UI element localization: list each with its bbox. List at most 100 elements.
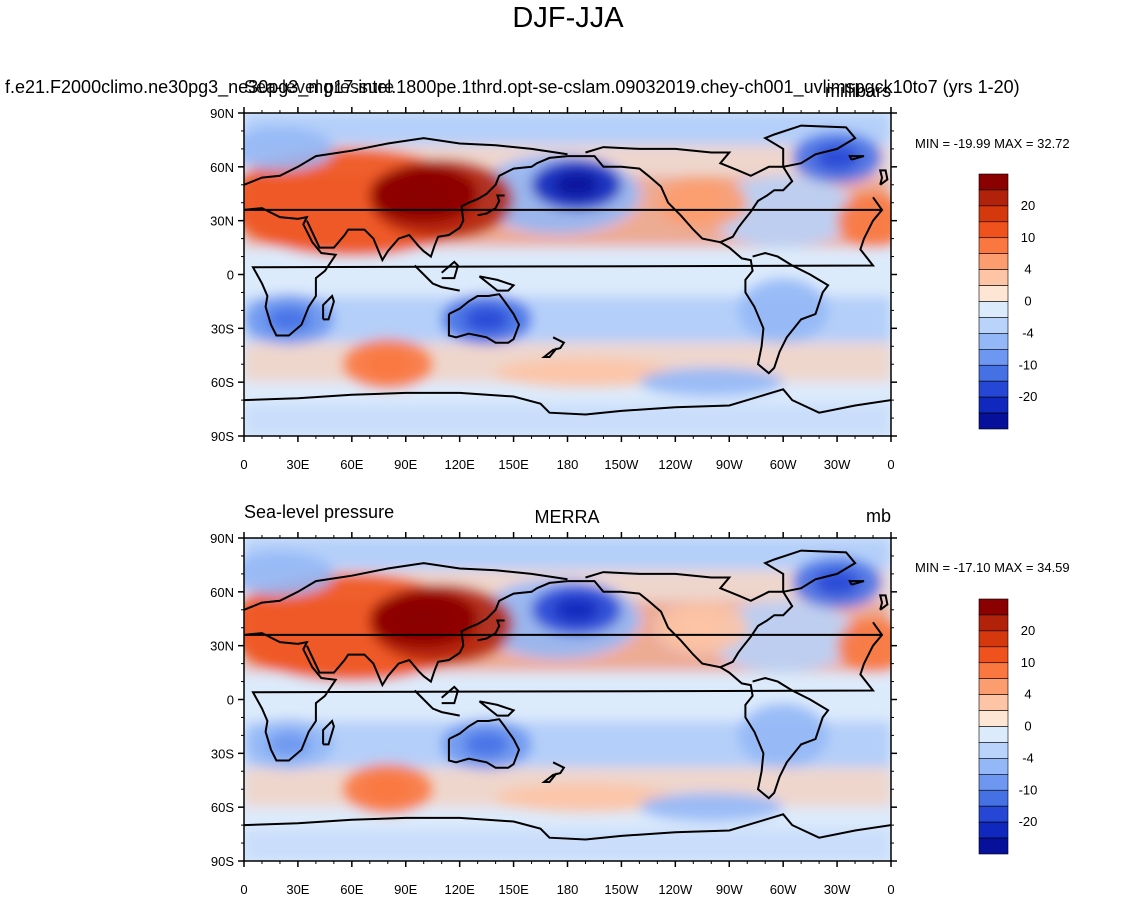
field-feature-core <box>464 306 510 332</box>
lat-tick-label: 60S <box>211 375 234 390</box>
colorbar-swatch <box>978 789 1009 807</box>
colorbar-label: -20 <box>1019 814 1038 829</box>
colorbar-swatch <box>978 614 1009 632</box>
coastline <box>478 275 516 292</box>
colorbar-label: -4 <box>1022 750 1034 765</box>
lon-tick-label: 60W <box>770 457 797 472</box>
colorbar-label: 4 <box>1024 687 1031 702</box>
coastline <box>413 264 460 292</box>
lon-tick-label: 150W <box>604 457 639 472</box>
field-blob <box>711 175 856 248</box>
colorbar-swatch <box>978 630 1009 648</box>
field-feature-core <box>365 776 411 802</box>
coastline <box>244 621 884 762</box>
panel2-minmax: MIN = -17.10 MAX = 34.59 <box>915 560 1070 575</box>
colorbar-label: 4 <box>1024 262 1031 277</box>
lon-tick-label: 0 <box>240 882 247 897</box>
colorbar-swatch <box>978 598 1009 616</box>
figure-title: DJF-JJA <box>512 2 624 34</box>
coastline <box>305 580 568 688</box>
colorbar-swatch <box>978 205 1009 223</box>
lon-tick-label: 150W <box>604 882 639 897</box>
colorbar-swatch <box>978 758 1009 775</box>
coastline <box>878 594 889 611</box>
colorbar-swatch <box>978 221 1009 239</box>
field-feature-core <box>464 731 510 757</box>
field-band <box>244 113 891 146</box>
coastline <box>244 388 891 416</box>
colorbar-label: -10 <box>1019 782 1038 797</box>
lat-tick-label: 90N <box>210 531 234 546</box>
lon-tick-label: 60E <box>340 882 363 897</box>
lon-tick-label: 150E <box>498 457 529 472</box>
coastline <box>848 580 865 586</box>
lat-tick-label: 30S <box>211 321 234 336</box>
field-blob <box>738 278 829 343</box>
field-band <box>244 538 891 571</box>
lat-tick-label: 60S <box>211 800 234 815</box>
colorbar-swatch <box>978 710 1009 727</box>
field-feature-core <box>396 179 451 209</box>
colorbar-swatch <box>978 189 1009 207</box>
panel2-colorbar: 20 10 4 0 -4 -10 -20 <box>978 598 1038 855</box>
lon-tick-label: 30E <box>286 457 309 472</box>
panel2-map <box>244 538 891 861</box>
field-feature-core <box>679 615 725 641</box>
coastline <box>447 293 521 344</box>
lon-tick-label: 120E <box>444 882 475 897</box>
field-feature-core <box>365 351 411 377</box>
lon-tick-label: 120E <box>444 457 475 472</box>
colorbar-swatch <box>978 364 1009 382</box>
lon-tick-label: 60W <box>770 882 797 897</box>
coastline <box>305 155 568 263</box>
coastline <box>719 666 830 800</box>
coastline <box>441 685 460 705</box>
colorbar-swatch <box>978 694 1009 711</box>
lat-tick-label: 90N <box>210 106 234 121</box>
lat-tick-label: 30N <box>210 639 234 654</box>
coastline <box>878 169 889 186</box>
coastline <box>244 813 891 841</box>
colorbar-swatch <box>978 253 1009 270</box>
colorbar-swatch <box>978 285 1009 302</box>
colorbar-label: -20 <box>1019 389 1038 404</box>
colorbar-label: 10 <box>1021 655 1035 670</box>
colorbar-swatch <box>978 742 1009 759</box>
colorbar-label: 0 <box>1024 294 1031 309</box>
lat-tick-label: 90S <box>211 429 234 444</box>
field-blob <box>711 600 856 673</box>
coastline <box>719 241 830 375</box>
colorbar-label: 20 <box>1021 623 1035 638</box>
coastline <box>567 571 794 669</box>
coastline <box>413 689 460 717</box>
colorbar-swatch <box>978 726 1009 743</box>
lon-tick-label: 0 <box>887 882 894 897</box>
coastline <box>322 294 335 321</box>
field-blob <box>495 783 676 813</box>
lat-tick-label: 90S <box>211 854 234 869</box>
coastline <box>478 700 516 717</box>
lon-tick-label: 90E <box>394 457 417 472</box>
colorbar-label: -4 <box>1022 325 1034 340</box>
colorbar-swatch <box>978 805 1009 823</box>
panel2-units: mb <box>865 506 891 526</box>
field-feature-core <box>396 604 451 634</box>
coastline <box>848 155 865 161</box>
lat-tick-label: 60N <box>210 160 234 175</box>
lon-tick-label: 30E <box>286 882 309 897</box>
colorbar-swatch <box>978 269 1009 286</box>
colorbar-swatch <box>978 646 1009 664</box>
colorbar-swatch <box>978 821 1009 839</box>
field-feature-core <box>554 172 599 198</box>
colorbar-swatch <box>978 380 1009 398</box>
colorbar-swatch <box>978 301 1009 318</box>
colorbar-swatch <box>978 662 1009 679</box>
lon-tick-label: 150E <box>498 882 529 897</box>
lon-tick-label: 180 <box>557 882 579 897</box>
lon-tick-label: 30W <box>824 882 851 897</box>
colorbar-swatch <box>978 396 1009 414</box>
panel1-colorbar: 20 10 4 0 -4 -10 -20 <box>978 173 1038 430</box>
panel1-units: millibars <box>824 81 891 101</box>
lon-tick-label: 90W <box>716 882 743 897</box>
